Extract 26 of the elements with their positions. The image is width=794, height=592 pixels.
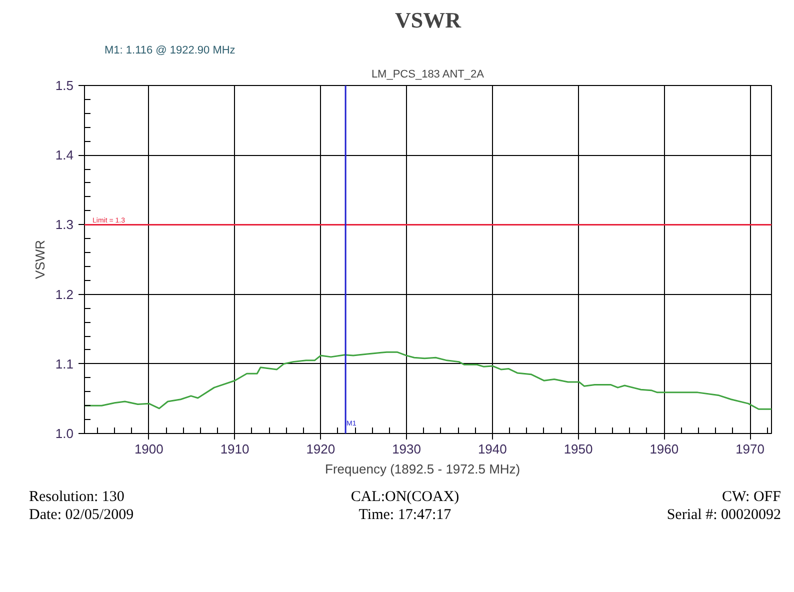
y-tick-label: 1.2 bbox=[55, 286, 74, 302]
text: Resolution: 130 bbox=[29, 488, 126, 506]
text: M1: 1.116 @ 1922.90 MHz bbox=[104, 44, 236, 56]
y-tick-label: 1.4 bbox=[55, 148, 74, 163]
y-tick-label: 1.3 bbox=[55, 217, 74, 232]
x-tick-label: 1970 bbox=[736, 442, 764, 456]
chart-subtitle: LM_PCS_183 ANT_2A bbox=[371, 68, 485, 80]
x-tick-label: 1930 bbox=[392, 442, 421, 456]
y-tick-label: 1.0 bbox=[55, 426, 74, 441]
x-tick-label: 1960 bbox=[650, 442, 679, 456]
x-tick-label: 1910 bbox=[220, 442, 250, 456]
x-tick-label: 1940 bbox=[478, 442, 507, 456]
y-tick-label: 1.5 bbox=[55, 78, 74, 93]
text: CW: OFF bbox=[720, 488, 781, 506]
chart-title: VSWR bbox=[394, 8, 462, 32]
text: Time: 17:47:17 bbox=[358, 506, 452, 524]
line-series bbox=[84, 351, 772, 410]
y-tick-label: 1.1 bbox=[55, 356, 74, 372]
x-tick-label: 1900 bbox=[134, 442, 164, 456]
text: CAL:ON(COAX) bbox=[350, 488, 460, 506]
x-tick-label: 1950 bbox=[564, 442, 593, 456]
x-tick-label: 1920 bbox=[306, 442, 336, 456]
text: Date: 02/05/2009 bbox=[29, 506, 135, 524]
text: Serial #: 00020092 bbox=[666, 506, 781, 524]
y-axis-title: VSWR bbox=[32, 240, 48, 279]
x-axis-title: Frequency (1892.5 - 1972.5 MHz) bbox=[325, 462, 520, 476]
